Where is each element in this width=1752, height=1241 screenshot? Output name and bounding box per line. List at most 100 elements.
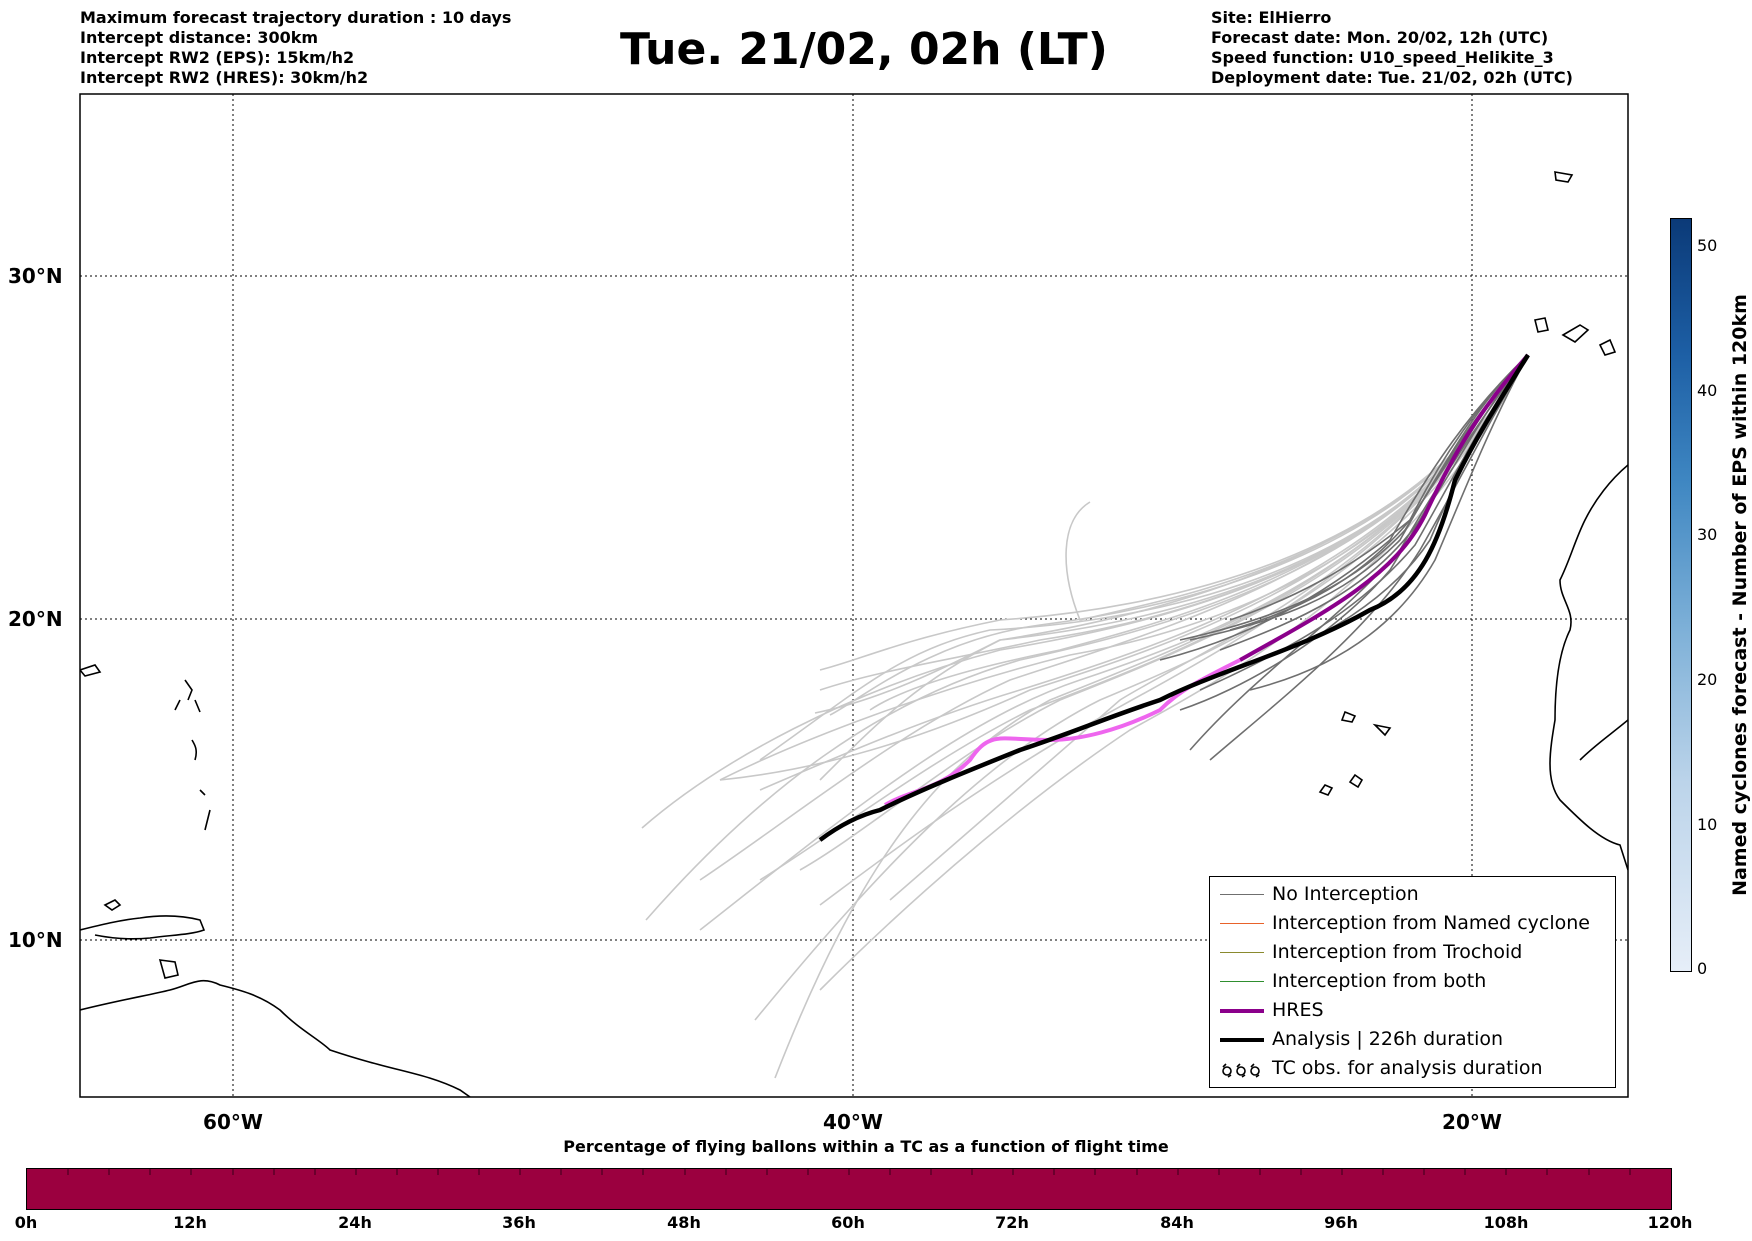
legend-swatch (1220, 923, 1264, 924)
info-deployment-date: Deployment date: Tue. 21/02, 02h (UTC) (1211, 68, 1573, 87)
info-max-duration: Maximum forecast trajectory duration : 1… (80, 8, 512, 27)
hres-line-dark (1239, 353, 1530, 662)
coast-africa-2 (1579, 719, 1628, 761)
eps-track (641, 354, 1529, 829)
lat-label-10n: 10°N (8, 928, 63, 952)
coast-canary-1 (1534, 317, 1549, 333)
coast-africa (1549, 464, 1628, 871)
eps-track (1229, 354, 1529, 631)
info-speed-function: Speed function: U10_speed_Helikite_3 (1211, 48, 1554, 67)
coast-canary-2 (1561, 324, 1590, 343)
info-intercept-eps: Intercept RW2 (EPS): 15km/h2 (80, 48, 355, 67)
eps-track (1209, 354, 1529, 761)
eps-track (819, 354, 1529, 991)
bottom-tick-label: 108h (1483, 1213, 1529, 1232)
coast-cape-verde-2 (1372, 723, 1392, 737)
coast-caribbean-2 (103, 899, 122, 911)
bottom-tick-label: 60h (831, 1213, 865, 1232)
bottom-tick-label: 84h (1160, 1213, 1194, 1232)
coast-south-america (80, 980, 471, 1097)
legend-swatch (1220, 952, 1264, 953)
bottom-tick-label: 120h (1647, 1213, 1693, 1232)
legend-item-analysis: Analysis | 226h duration (1210, 1026, 1615, 1055)
colorbar-tick: 30 (1697, 525, 1718, 544)
legend-swatch (1220, 981, 1264, 982)
legend-item-trochoid: Interception from Trochoid (1210, 939, 1615, 968)
coast-lesser-antilles (174, 679, 201, 713)
legend-label: TC obs. for analysis duration (1272, 1057, 1543, 1079)
bottom-tick-label: 96h (1324, 1213, 1358, 1232)
eps-track (754, 354, 1529, 1021)
eps-track (719, 354, 1529, 781)
lat-label-30n: 30°N (8, 264, 63, 288)
legend-item-hres: HRES (1210, 997, 1615, 1026)
bottom-tick-label: 24h (338, 1213, 372, 1232)
info-intercept-distance: Intercept distance: 300km (80, 28, 319, 47)
bottom-tick-label: 72h (995, 1213, 1029, 1232)
lon-label-20w: 20°W (1442, 1110, 1502, 1134)
coast-cape-verde-4 (1318, 784, 1334, 796)
eps-track (819, 354, 1529, 691)
map-frame (79, 93, 1629, 1098)
legend-swatch (1220, 1038, 1264, 1042)
coastlines (80, 171, 1628, 1097)
info-forecast-date: Forecast date: Mon. 20/02, 12h (UTC) (1211, 28, 1549, 47)
eps-track (759, 354, 1529, 881)
legend-item-both: Interception from both (1210, 968, 1615, 997)
legend-label: Interception from Trochoid (1272, 941, 1523, 963)
bottom-tick-label: 0h (14, 1213, 38, 1232)
legend-item-named-cyclone: Interception from Named cyclone (1210, 910, 1615, 939)
info-site: Site: ElHierro (1211, 8, 1332, 27)
legend-label: Interception from Named cyclone (1272, 912, 1590, 934)
eps-track (819, 354, 1529, 671)
info-left-block: Maximum forecast trajectory duration : 1… (80, 8, 511, 88)
coast-madeira (1554, 171, 1574, 183)
eps-track (1179, 354, 1529, 641)
eps-track (645, 354, 1529, 921)
legend-label: Interception from both (1272, 970, 1487, 992)
coast-antilles (191, 739, 211, 831)
bottom-tick-label: 12h (173, 1213, 207, 1232)
eps-track (1159, 354, 1529, 661)
coast-puerto-rico (80, 664, 102, 677)
eps-track (719, 354, 1529, 781)
legend-item-no-interception: No Interception (1210, 881, 1615, 910)
coast-cape-verde-3 (1348, 773, 1364, 789)
bottom-tick-label: 36h (502, 1213, 536, 1232)
lon-label-40w: 40°W (823, 1110, 883, 1134)
bottom-tick-label: 48h (667, 1213, 701, 1232)
named-cyclone-colorbar (1670, 218, 1692, 972)
legend-swatch (1220, 894, 1264, 895)
colorbar-tick: 0 (1697, 959, 1708, 978)
map-legend: No Interception Interception from Named … (1209, 876, 1616, 1088)
colorbar-tick: 40 (1697, 381, 1718, 400)
info-right-block: Site: ElHierro Forecast date: Mon. 20/02… (1211, 8, 1573, 88)
eps-track (799, 354, 1529, 871)
coast-trinidad (158, 959, 179, 979)
colorbar-label: Named cyclones forecast - Number of EPS … (1729, 294, 1751, 896)
legend-item-tc-obs: TC obs. for analysis duration (1210, 1055, 1615, 1084)
coast-canary-3 (1598, 338, 1617, 356)
bottom-colorbar-ticks (67, 1169, 1631, 1175)
hres-track (883, 353, 1530, 807)
lat-label-20n: 20°N (8, 607, 63, 631)
map-title: Tue. 21/02, 02h (LT) (620, 24, 1108, 75)
analysis-track (818, 353, 1530, 842)
legend-swatch (1220, 1009, 1264, 1013)
eps-track (889, 354, 1529, 901)
colorbar-tick: 10 (1697, 815, 1718, 834)
eps-track (1249, 354, 1529, 691)
legend-label: No Interception (1272, 883, 1419, 905)
legend-label: Analysis | 226h duration (1272, 1028, 1504, 1050)
legend-label: HRES (1272, 999, 1324, 1021)
tc-symbol-icon (1222, 1063, 1260, 1078)
bottom-colorbar (26, 1168, 1672, 1210)
bottom-colorbar-title: Percentage of flying ballons within a TC… (563, 1137, 1169, 1156)
eps-track (759, 354, 1529, 761)
eps-track (699, 354, 1529, 931)
info-intercept-hres: Intercept RW2 (HRES): 30km/h2 (80, 68, 369, 87)
colorbar-tick: 50 (1697, 236, 1718, 255)
lon-label-60w: 60°W (203, 1110, 263, 1134)
eps-track (759, 354, 1529, 791)
